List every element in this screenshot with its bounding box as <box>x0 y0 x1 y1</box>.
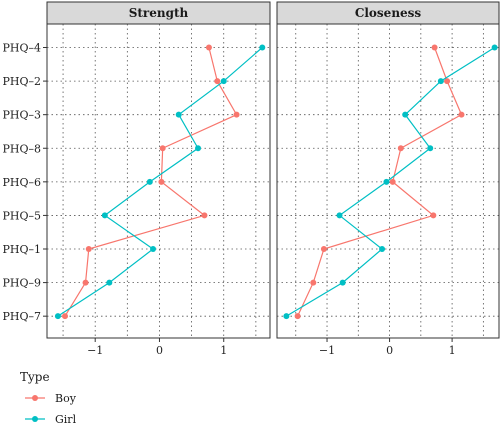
y-tick-label: PHQ–9 <box>2 277 41 290</box>
data-point-boy <box>201 212 208 219</box>
data-point-boy <box>214 78 221 85</box>
x-tick-label: 1 <box>449 344 456 357</box>
legend-title: Type <box>20 370 50 384</box>
y-tick-label: PHQ–6 <box>2 176 41 189</box>
x-tick-label: 0 <box>156 344 163 357</box>
legend: Type Boy Girl <box>20 370 77 424</box>
panel-border <box>46 23 271 339</box>
data-point-girl <box>283 313 290 320</box>
data-point-girl <box>491 44 498 51</box>
y-tick-label: PHQ–5 <box>2 209 41 222</box>
data-point-girl <box>54 313 61 320</box>
legend-label-girl: Girl <box>55 413 77 424</box>
data-point-boy <box>397 145 404 152</box>
panel-closeness: Closeness −1 0 1 <box>276 1 500 357</box>
data-point-boy <box>431 44 438 51</box>
data-point-girl <box>437 78 444 85</box>
data-point-boy <box>430 212 437 219</box>
data-point-boy <box>294 313 301 320</box>
y-tick-label: PHQ–3 <box>2 109 41 122</box>
data-point-boy <box>444 78 451 85</box>
y-tick-label: PHQ–4 <box>2 42 41 55</box>
legend-key-point <box>32 395 38 401</box>
data-point-boy <box>158 178 165 185</box>
data-point-boy <box>458 111 465 118</box>
data-point-girl <box>427 145 434 152</box>
data-point-girl <box>336 212 343 219</box>
panel-title: Strength <box>129 6 189 20</box>
data-point-girl <box>402 111 409 118</box>
data-point-boy <box>310 279 317 286</box>
data-point-boy <box>233 111 240 118</box>
data-point-boy <box>82 279 89 286</box>
x-tick-label: 0 <box>386 344 393 357</box>
y-tick-label: PHQ–8 <box>2 142 41 155</box>
x-tick-label: 1 <box>220 344 227 357</box>
data-point-boy <box>85 246 92 253</box>
data-point-boy <box>205 44 212 51</box>
panel-strength: Strength −1 0 1 <box>46 1 271 357</box>
data-point-girl <box>106 279 113 286</box>
data-point-girl <box>383 178 390 185</box>
x-tick-label: −1 <box>319 344 335 357</box>
data-point-boy <box>61 313 68 320</box>
panel-title: Closeness <box>355 6 422 20</box>
y-tick-label: PHQ–2 <box>2 75 41 88</box>
data-point-girl <box>220 78 227 85</box>
data-point-girl <box>150 246 157 253</box>
data-point-boy <box>320 246 327 253</box>
y-tick-label: PHQ–1 <box>2 243 41 256</box>
x-tick-label: −1 <box>87 344 103 357</box>
data-point-girl <box>259 44 266 51</box>
legend-label-boy: Boy <box>55 392 77 405</box>
legend-key-point <box>32 416 38 422</box>
data-point-girl <box>339 279 346 286</box>
data-point-boy <box>159 145 166 152</box>
data-point-girl <box>101 212 108 219</box>
data-point-girl <box>146 178 153 185</box>
data-point-boy <box>389 178 396 185</box>
data-point-girl <box>195 145 202 152</box>
y-tick-label: PHQ–7 <box>2 310 41 323</box>
data-point-girl <box>175 111 182 118</box>
panel-border <box>276 23 500 339</box>
data-point-girl <box>379 246 386 253</box>
